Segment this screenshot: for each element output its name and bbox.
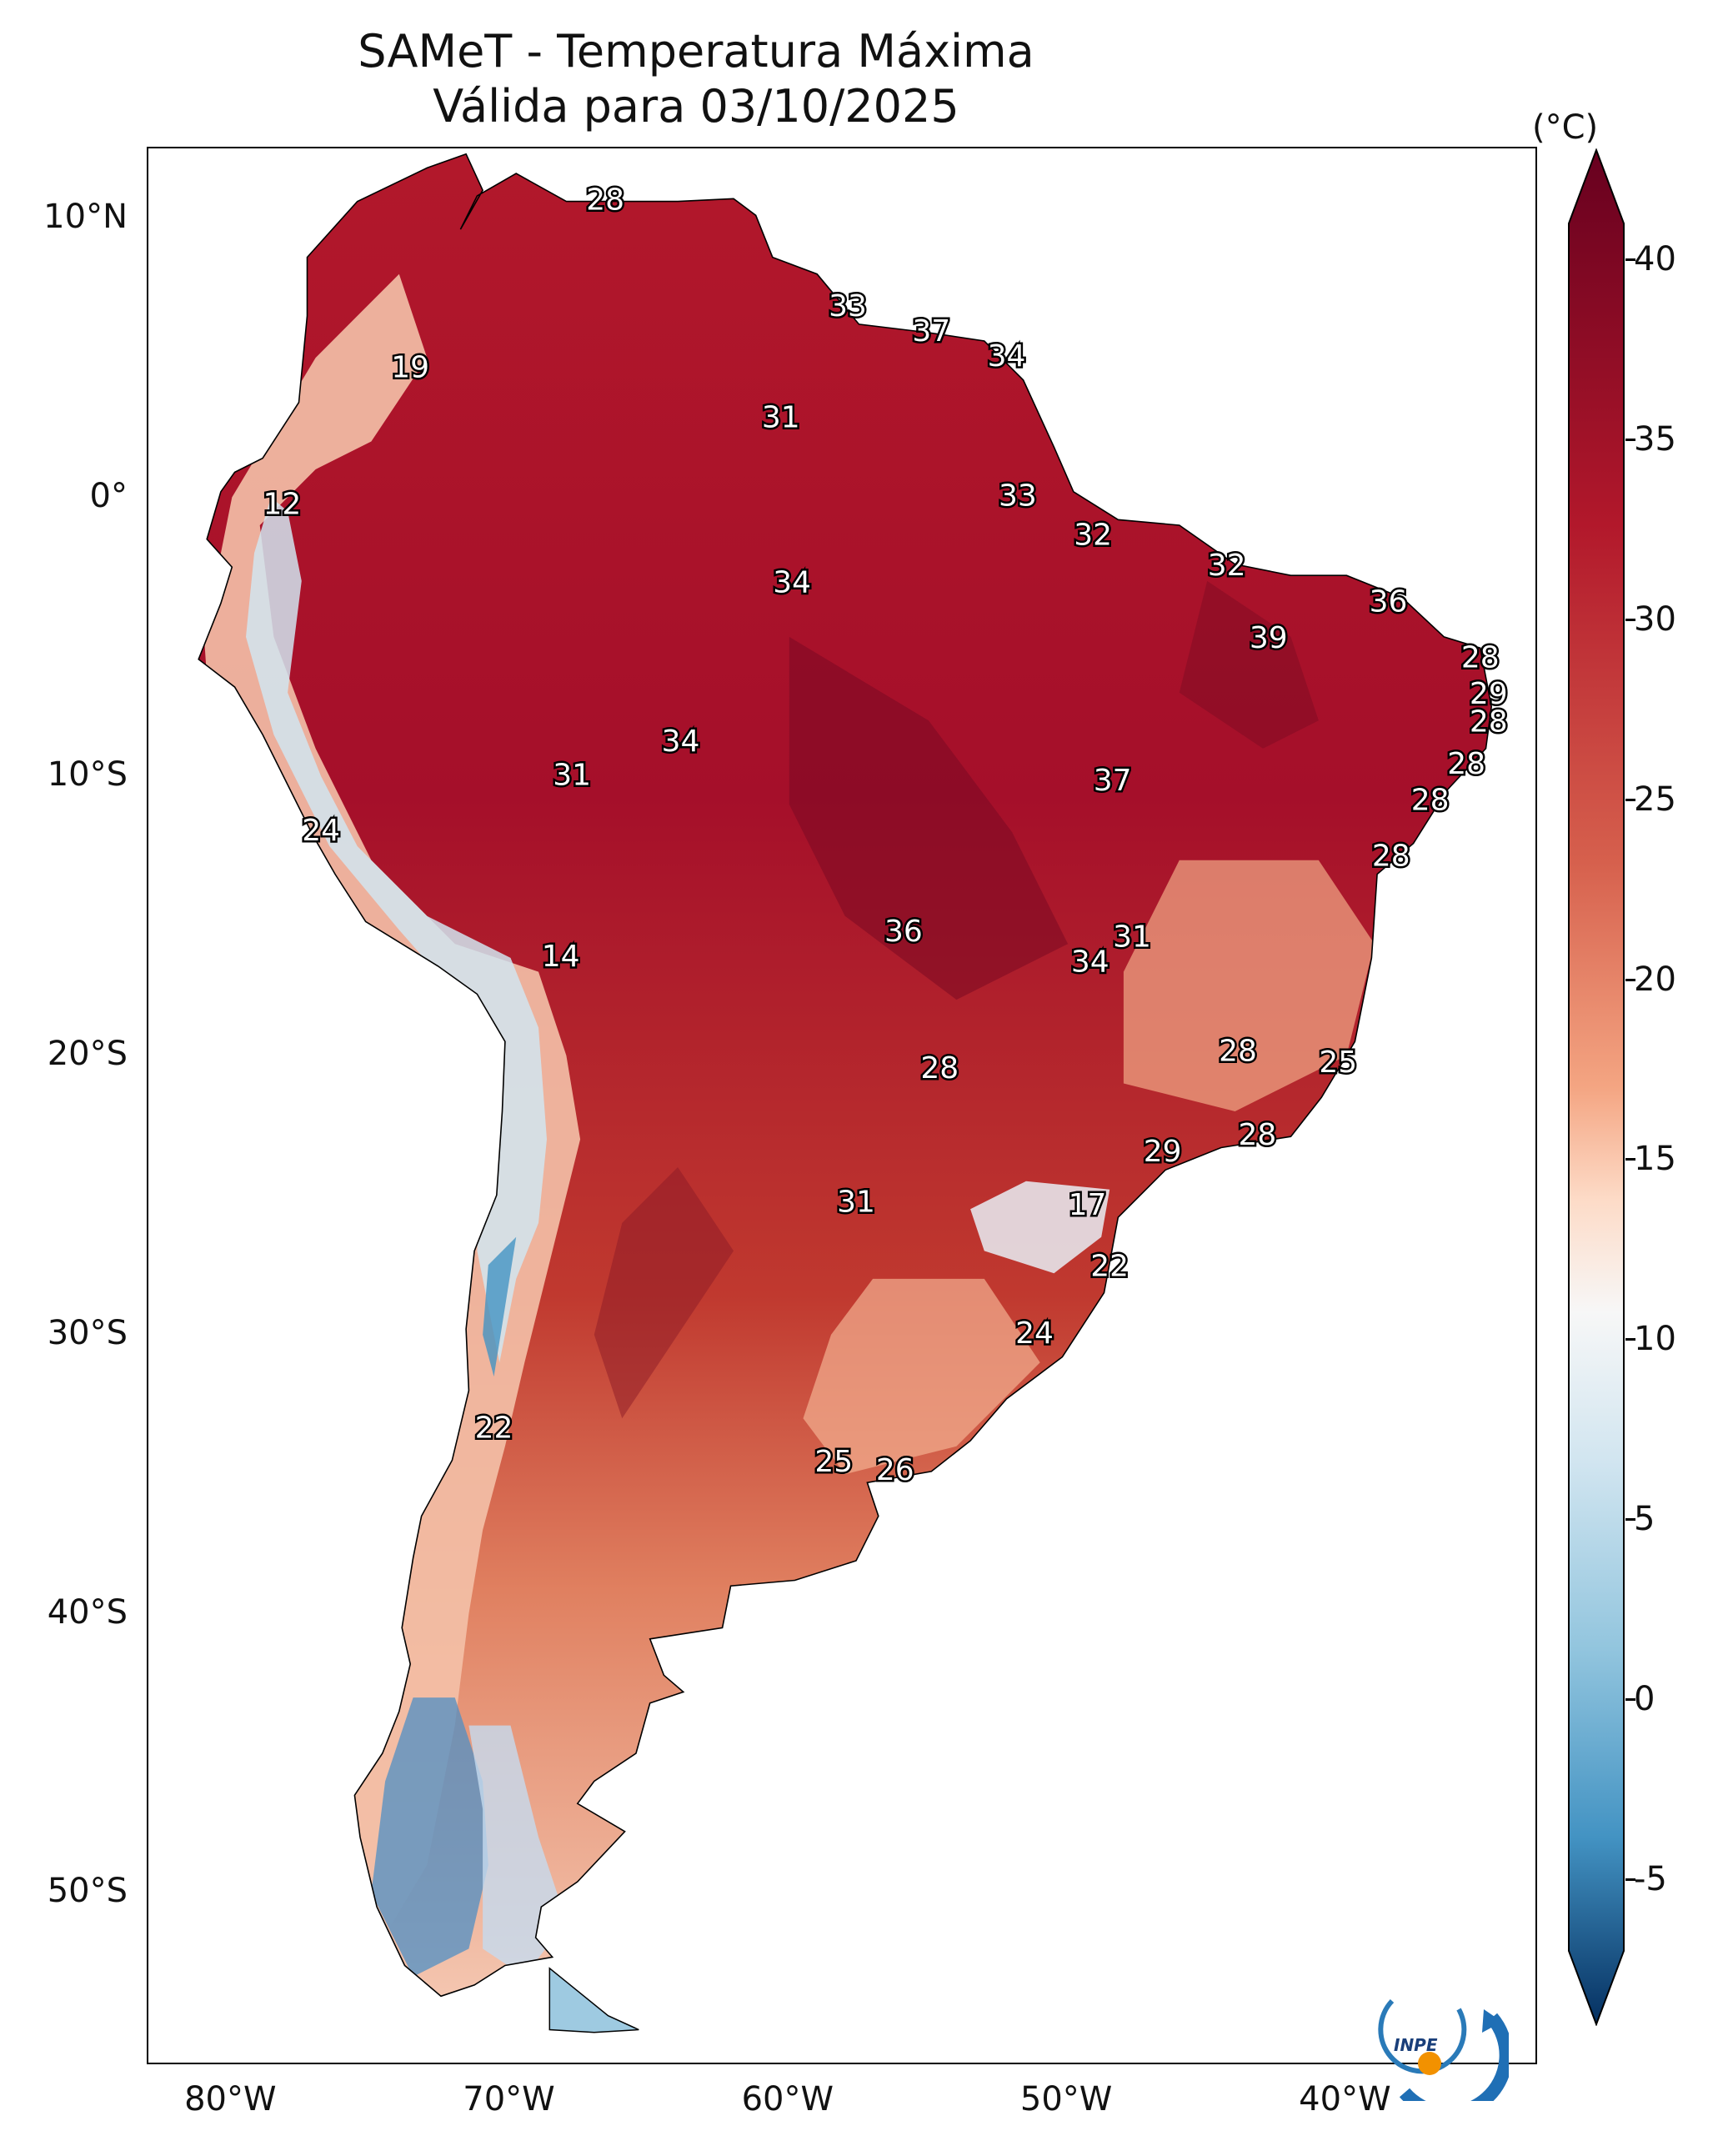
uruguay-mild xyxy=(803,1278,1040,1475)
station-temperature-label: 32 xyxy=(1208,549,1246,583)
colorbar-tick-mark xyxy=(1625,1518,1635,1521)
longitude-tick-label: 60°W xyxy=(741,2080,834,2118)
latitude-tick-label: 20°S xyxy=(47,1035,128,1074)
latitude-tick-label: 50°S xyxy=(47,1872,128,1911)
latitude-tick-label: 0° xyxy=(89,476,128,515)
station-temperature-label: 34 xyxy=(773,565,811,599)
colorbar-tick-label: 40 xyxy=(1634,240,1676,279)
station-temperature-label: 24 xyxy=(1015,1316,1054,1351)
latitude-tick-label: 30°S xyxy=(47,1313,128,1352)
colorbar-tick-label: 20 xyxy=(1634,960,1676,999)
station-temperature-label: 31 xyxy=(553,758,591,792)
station-temperature-label: 39 xyxy=(1250,621,1288,655)
south-america-landmass xyxy=(198,153,1493,2033)
station-temperature-label: 36 xyxy=(1370,585,1408,619)
station-temperature-label: 22 xyxy=(475,1411,513,1446)
patagonia-cold-patch xyxy=(371,1697,488,1977)
station-temperature-label: 26 xyxy=(876,1453,914,1487)
station-temperature-label: 28 xyxy=(920,1051,959,1086)
colorbar-unit: (°C) xyxy=(1532,108,1599,147)
chaco-hot-patch xyxy=(594,1167,734,1419)
colorbar-tick-label: 25 xyxy=(1634,780,1676,819)
colorbar xyxy=(1568,148,1625,2026)
station-temperature-label: 17 xyxy=(1069,1188,1107,1222)
svg-text:INPE: INPE xyxy=(1394,2035,1438,2055)
station-temperature-label: 25 xyxy=(1319,1045,1357,1080)
colorbar-tick-mark xyxy=(1625,258,1635,262)
colorbar-tick-mark xyxy=(1625,1697,1635,1701)
station-temperature-label: 22 xyxy=(1090,1250,1129,1284)
colorbar-tick-mark xyxy=(1625,618,1635,621)
colorbar-tick-mark xyxy=(1625,978,1635,981)
station-temperature-label: 28 xyxy=(586,183,624,218)
map-subtitle-valid-date: Válida para 03/10/2025 xyxy=(433,80,959,133)
central-hot-patch xyxy=(789,636,1069,1000)
station-temperature-label: 14 xyxy=(542,940,580,974)
colorbar-tick-mark xyxy=(1625,1878,1635,1881)
station-temperature-label: 29 xyxy=(1470,677,1508,711)
andes-cold-patch xyxy=(483,1236,517,1377)
station-temperature-label: 34 xyxy=(1071,945,1109,980)
south-brazil-cool-patch xyxy=(970,1181,1110,1274)
station-temperature-label: 32 xyxy=(1074,518,1112,552)
colorbar-tick-mark xyxy=(1625,1338,1635,1341)
station-temperature-label: 28 xyxy=(1219,1035,1257,1069)
station-temperature-label: 36 xyxy=(884,915,923,949)
station-temperature-label: 29 xyxy=(1144,1135,1182,1169)
station-temperature-label: 28 xyxy=(1461,641,1500,675)
inpe-logo: INPE xyxy=(1378,1998,1509,2101)
station-temperature-label: 28 xyxy=(1238,1118,1276,1152)
station-temperature-label: 28 xyxy=(1372,839,1410,873)
latitude-tick-label: 10°S xyxy=(47,755,128,795)
station-temperature-label: 31 xyxy=(762,401,800,435)
tierra-del-fuego xyxy=(548,1967,639,2033)
station-temperature-label: 34 xyxy=(662,725,700,759)
station-temperature-label: 28 xyxy=(1411,783,1450,817)
coastline xyxy=(198,153,1493,1998)
colorbar-tick-mark xyxy=(1625,798,1635,801)
station-temperature-label: 34 xyxy=(988,339,1026,374)
station-temperature-label: 31 xyxy=(837,1186,875,1220)
station-temperature-label: 25 xyxy=(814,1445,853,1479)
colorbar-tick-label: 30 xyxy=(1634,599,1676,639)
station-temperature-label: 37 xyxy=(1094,764,1132,798)
longitude-tick-label: 50°W xyxy=(1019,2080,1113,2118)
andes-cool-band xyxy=(246,497,547,1363)
colorbar-tick-label: 5 xyxy=(1634,1500,1655,1538)
colorbar-tick-label: -5 xyxy=(1634,1859,1667,1898)
colorbar-tick-label: 10 xyxy=(1634,1320,1676,1359)
longitude-tick-label: 70°W xyxy=(463,2080,555,2118)
longitude-tick-label: 40°W xyxy=(1299,2080,1391,2118)
station-temperature-label: 31 xyxy=(1113,920,1151,955)
colorbar-bar xyxy=(1568,148,1625,2026)
map-panel: 28 33 37 34 19 31 33 12 32 32 34 36 39 28 29 28 34 28 31 37… xyxy=(147,147,1537,2064)
colorbar-tick-label: 35 xyxy=(1634,420,1676,459)
latitude-tick-label: 40°S xyxy=(47,1592,128,1632)
colorbar-tick-label: 0 xyxy=(1634,1679,1655,1718)
station-temperature-label: 33 xyxy=(829,289,867,323)
station-temperature-label: 24 xyxy=(302,814,340,848)
northeast-hot-patch xyxy=(1179,580,1319,749)
colorbar-tick-mark xyxy=(1625,439,1635,441)
colorbar-tick-mark xyxy=(1625,1158,1635,1161)
latitude-tick-label: 10°N xyxy=(43,197,128,236)
station-temperature-label: 33 xyxy=(999,479,1037,514)
longitude-tick-label: 80°W xyxy=(184,2080,277,2118)
station-temperature-label: 12 xyxy=(263,488,301,522)
map-title: SAMeT - Temperatura Máxima xyxy=(358,25,1034,78)
southeast-brazil-mild xyxy=(1123,860,1375,1111)
station-temperature-label: 28 xyxy=(1470,705,1508,740)
station-temperature-label: 37 xyxy=(912,314,950,348)
colorbar-tick-label: 15 xyxy=(1634,1140,1676,1179)
station-temperature-label: 28 xyxy=(1447,747,1485,781)
station-temperature-label: 19 xyxy=(391,351,429,385)
continent-fill xyxy=(198,153,1492,1997)
